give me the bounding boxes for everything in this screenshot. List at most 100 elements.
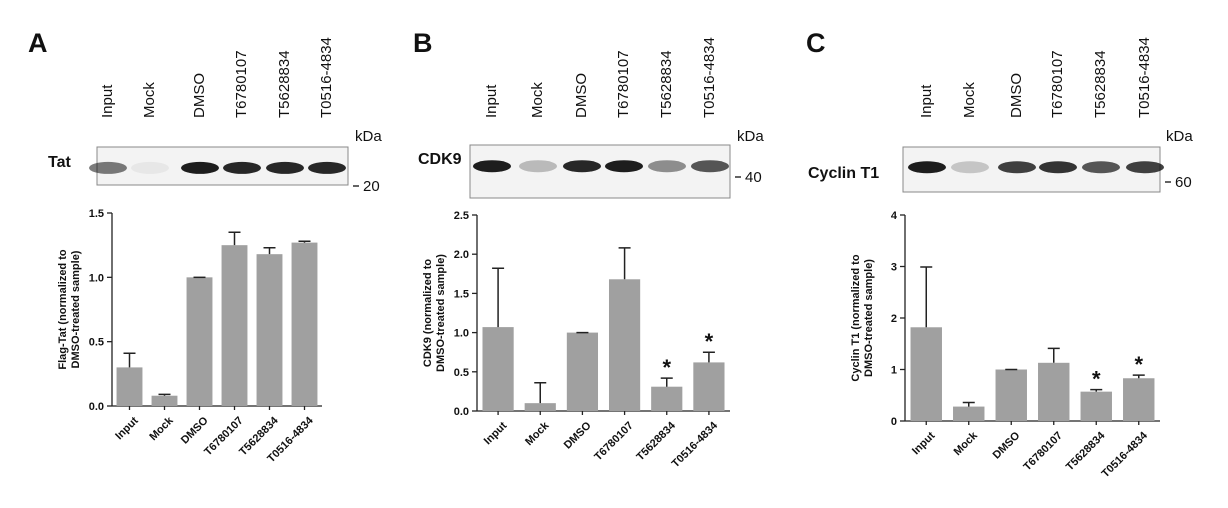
x-tick-label: DMSO [179,414,211,446]
bar [651,386,683,411]
error-bar [123,352,136,368]
bar [1038,362,1070,421]
blot-band [908,161,946,174]
blot-band [998,161,1036,174]
lane-label: DMSO [573,73,590,118]
lane-label: T6780107 [1049,50,1066,118]
significance-mark: * [1092,367,1101,392]
y-tick-label: 1.5 [454,288,469,300]
lane-label: Input [483,84,500,118]
significance-mark: * [705,329,714,354]
x-tick-label: T0516-4834 [1100,429,1151,480]
y-tick-label: 2.0 [454,249,469,261]
lane-label: Mock [141,82,158,118]
lane-label: DMSO [191,73,208,118]
blot-image [96,146,349,186]
lane-label: Input [918,84,935,118]
y-tick-label: 1.0 [89,272,104,284]
blot-label: Tat [48,154,71,171]
x-tick-label: Mock [952,429,981,458]
y-axis-label: DMSO-treated sample) [70,250,82,368]
blot-band [1126,161,1164,174]
lane-label: Input [99,84,116,118]
lane-label: T0516-4834 [701,37,718,118]
lane-label: Mock [961,82,978,118]
y-axis-label: DMSO-treated sample) [863,259,875,377]
bar [995,369,1027,421]
y-tick-label: 3 [891,262,897,274]
error-bar [962,401,975,407]
x-tick-label: DMSO [991,429,1023,461]
error-bar [158,393,171,396]
bar [566,332,599,411]
blot-band [1039,161,1077,174]
lane-label: T5628834 [1092,50,1109,118]
x-tick-label: T6780107 [592,420,636,464]
bar [116,367,143,406]
marker-label: 20 [363,178,380,195]
blot-band [181,161,219,174]
error-bar [702,351,715,363]
bar [910,327,942,421]
y-tick-label: 0.0 [454,406,469,418]
y-tick-label: 1 [891,365,897,377]
blot-image [469,144,731,199]
bar [693,362,725,411]
y-tick-label: 1.5 [89,208,104,220]
y-tick-label: 0.5 [454,367,469,379]
error-bar [618,247,631,280]
marker-label: 40 [745,169,762,186]
blot-band [473,160,511,173]
blot-label: CDK9 [418,151,462,168]
error-bar [228,231,241,246]
x-tick-label: Mock [523,419,552,448]
kda-label: kDa [737,128,764,145]
lane-label: T0516-4834 [318,37,335,118]
y-tick-label: 2.5 [454,210,469,222]
panel-label: C [806,28,826,58]
error-bar [1132,374,1145,379]
x-tick-label: T6780107 [1021,430,1065,474]
bar [953,406,985,421]
bar [186,277,213,406]
y-tick-label: 0.0 [89,401,104,413]
lane-label: DMSO [1008,73,1025,118]
lane-label: T5628834 [276,50,293,118]
bar [482,327,514,411]
x-tick-label: T5628834 [634,419,678,463]
y-tick-label: 0.5 [89,337,104,349]
x-tick-label: T0516-4834 [670,419,721,470]
error-bar [263,246,276,255]
bar [1080,391,1112,421]
blot-band [223,161,261,174]
bar [1123,378,1155,421]
blot-band [1082,161,1120,174]
x-tick-label: T5628834 [1064,429,1108,473]
blot-band [131,161,169,174]
error-bar [492,267,505,328]
error-bar [1090,388,1103,392]
x-tick-label: Input [910,430,938,458]
bar [608,279,641,411]
blot-band [519,160,557,173]
lane-label: Mock [529,82,546,118]
blot-band [691,160,729,173]
error-bar [660,377,673,387]
y-axis-label: DMSO-treated sample) [435,254,447,372]
y-axis-label: CDK9 (normalized to [422,259,434,367]
blot-band [89,161,127,174]
y-tick-label: 1.0 [454,328,469,340]
blot-band [605,160,643,173]
x-tick-label: DMSO [562,419,594,451]
kda-label: kDa [1166,128,1193,145]
blot-band [951,161,989,174]
blot-band [266,161,304,174]
bar [291,242,318,406]
y-tick-label: 2 [891,313,897,325]
error-bar [920,266,933,328]
blot-band [308,161,346,174]
y-axis-label: Cyclin T1 (normalized to [850,254,862,381]
y-axis-label: Flag-Tat (normalized to [57,249,69,369]
x-tick-label: Input [113,415,141,443]
